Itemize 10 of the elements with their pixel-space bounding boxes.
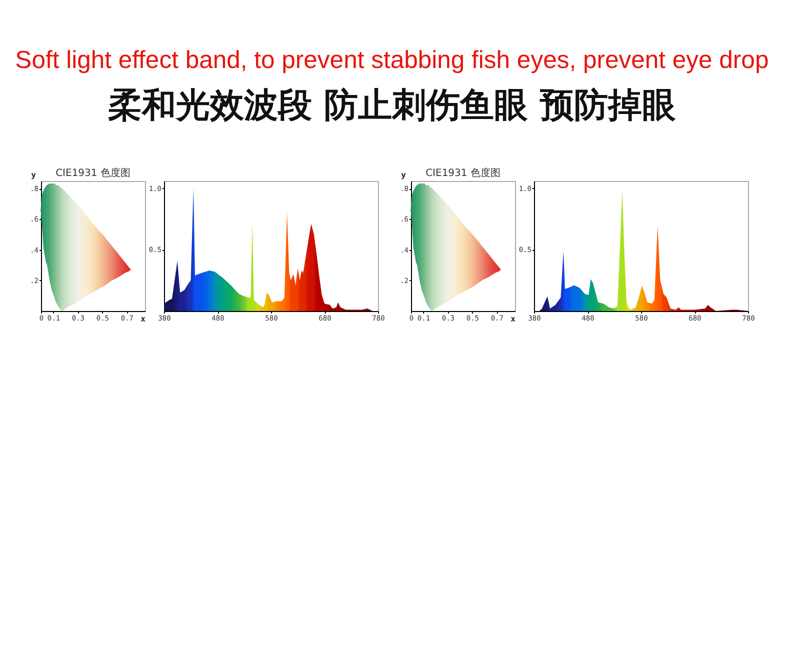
line-series bbox=[40, 184, 131, 270]
x-axis-title: x bbox=[140, 314, 146, 324]
y-axis-title: y bbox=[31, 170, 36, 180]
text: 柔和光效波段 防止刺伤鱼眼 预防掉眼 bbox=[108, 86, 676, 126]
text: CIE1931 色度图 bbox=[426, 167, 500, 179]
text: CIE1931 色度图 bbox=[56, 167, 130, 179]
text: Soft light effect band, to prevent stabbing fish eyes, prevent eye drop bbox=[15, 46, 769, 74]
y-axis-title: y bbox=[401, 170, 406, 180]
x-axis-title: x bbox=[510, 314, 516, 324]
line-series bbox=[410, 184, 501, 270]
